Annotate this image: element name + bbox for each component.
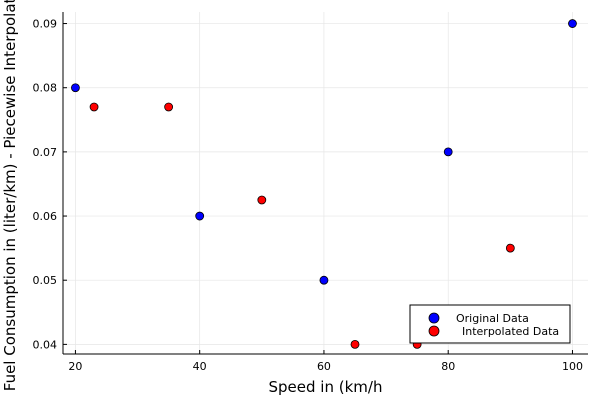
original-data-point xyxy=(443,147,453,157)
data-points xyxy=(71,19,577,349)
y-tick-label: 0.08 xyxy=(33,82,58,95)
original-data-point xyxy=(319,275,329,285)
x-tick-label: 20 xyxy=(68,360,82,373)
legend: Original Data Interpolated Data xyxy=(409,304,571,344)
y-axis-label: Fuel Consumption in (liter/km) - Piecewi… xyxy=(1,0,19,391)
x-tick-label: 40 xyxy=(193,360,207,373)
axis-ticks: 20 40 60 80 100 0.04 0.05 0.06 0.07 0.08 0.09 xyxy=(33,18,583,373)
legend-marker-original xyxy=(428,312,440,324)
interpolated-data-point xyxy=(505,243,515,253)
legend-label-original: Original Data xyxy=(456,312,529,325)
interpolated-data-point xyxy=(350,339,360,349)
grid-lines xyxy=(63,12,588,354)
y-tick-label: 0.09 xyxy=(33,18,58,31)
legend-marker-interpolated xyxy=(428,325,440,337)
y-tick-label: 0.04 xyxy=(33,338,58,351)
y-tick-label: 0.05 xyxy=(33,274,58,287)
x-tick-label: 60 xyxy=(317,360,331,373)
x-axis-label: Speed in (km/h xyxy=(269,378,383,396)
interpolated-data-point xyxy=(164,102,174,112)
original-data-point xyxy=(568,19,577,28)
original-data-point xyxy=(195,211,205,221)
plot-axes xyxy=(62,12,588,355)
x-tick-label: 100 xyxy=(562,360,583,373)
x-tick-label: 80 xyxy=(441,360,455,373)
interpolated-data-point xyxy=(257,195,267,205)
interpolated-data-point xyxy=(89,102,99,112)
y-tick-label: 0.06 xyxy=(33,210,58,223)
legend-label-interpolated: Interpolated Data xyxy=(462,325,559,338)
original-data-point xyxy=(71,83,80,93)
legend-box xyxy=(409,304,571,344)
y-tick-label: 0.07 xyxy=(33,146,58,159)
